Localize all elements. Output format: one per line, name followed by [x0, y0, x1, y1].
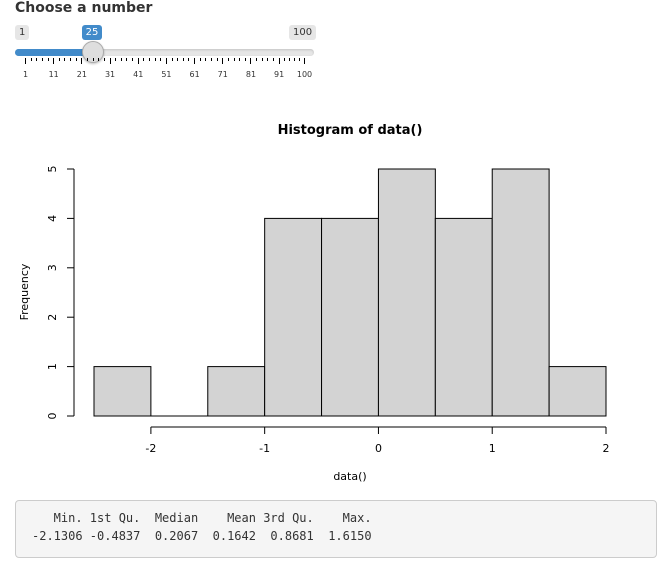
- slider-grid-minor-tick: [273, 58, 274, 61]
- slider-grid-minor-tick: [149, 58, 150, 61]
- slider-grid-label: 71: [217, 70, 228, 79]
- slider-grid-label: 21: [76, 70, 87, 79]
- slider-grid-minor-tick: [177, 58, 179, 61]
- histogram-bar: [93, 366, 152, 417]
- slider-grid-label: 11: [48, 70, 59, 79]
- histogram-bar: [434, 217, 493, 417]
- slider-grid-label: 41: [133, 70, 144, 79]
- slider-grid-minor-tick: [103, 58, 105, 61]
- slider-grid-minor-tick: [205, 58, 207, 61]
- slider-grid-minor-tick: [143, 58, 145, 61]
- y-tick-label: 4: [46, 215, 59, 222]
- slider-grid-tick: [194, 58, 196, 64]
- slider-handle[interactable]: [81, 41, 104, 63]
- slider-grid-tick: [25, 58, 26, 64]
- histogram-bar: [321, 217, 379, 417]
- slider-fill: [15, 49, 93, 56]
- summary-values: -2.1306 -0.4837 0.2067 0.1642 0.8681 1.6…: [32, 529, 379, 543]
- x-tick-label: 0: [375, 442, 382, 455]
- slider-grid-minor-tick: [298, 58, 300, 61]
- slider-grid-minor-tick: [41, 58, 43, 61]
- chart-title: Histogram of data(): [278, 123, 423, 138]
- slider-grid-tick: [137, 58, 139, 64]
- slider-grid-minor-tick: [87, 58, 88, 61]
- slider-grid-tick: [165, 58, 167, 64]
- slider-grid-minor-tick: [160, 58, 162, 61]
- slider-grid-minor-tick: [227, 58, 229, 61]
- y-axis-label: Frequency: [18, 263, 31, 320]
- slider-max-badge: 100: [289, 25, 317, 40]
- summary-output: Min. 1st Qu. Median Mean 3rd Qu. Max. -2…: [15, 500, 657, 558]
- slider-value-badge: 25: [81, 25, 103, 40]
- slider-grid-minor-tick: [98, 58, 100, 61]
- slider-grid-minor-tick: [36, 58, 38, 61]
- slider-grid-label: 81: [245, 70, 257, 79]
- x-tick-label: -1: [259, 442, 270, 455]
- slider-track[interactable]: [15, 49, 314, 56]
- slider-grid-minor-tick: [233, 58, 235, 61]
- histogram-chart: Histogram of data() data() Frequency -2 -…: [18, 123, 610, 483]
- x-tick-label: 1: [489, 442, 496, 455]
- x-tick-label: -2: [145, 442, 156, 455]
- slider-grid-tick: [109, 58, 111, 64]
- slider-grid-minor-tick: [256, 58, 258, 61]
- slider-grid-tick: [222, 58, 224, 64]
- slider-grid-label: 61: [189, 70, 200, 79]
- histogram-bar: [264, 217, 323, 417]
- summary-header: Min. 1st Qu. Median Mean 3rd Qu. Max.: [32, 511, 379, 525]
- slider-grid-minor-tick: [92, 58, 94, 61]
- slider-grid-minor-tick: [199, 58, 201, 61]
- slider-grid-minor-tick: [58, 58, 60, 61]
- slider-grid-minor-tick: [211, 58, 212, 61]
- slider-label: Choose a number: [15, 0, 153, 16]
- slider-grid-label: 100: [296, 70, 313, 79]
- slider-grid-minor-tick: [288, 58, 290, 61]
- slider-grid-minor-tick: [267, 58, 269, 61]
- slider-grid-minor-tick: [120, 58, 122, 61]
- slider-grid-minor-tick: [115, 58, 117, 61]
- slider-grid-minor-tick: [70, 58, 72, 61]
- slider-grid-tick: [278, 58, 280, 64]
- slider-grid-minor-tick: [30, 58, 32, 61]
- x-axis-label: data(): [333, 470, 366, 483]
- slider-grid-minor-tick: [293, 58, 295, 61]
- slider-grid-minor-tick: [239, 58, 241, 61]
- slider-grid-minor-tick: [261, 58, 263, 61]
- slider-grid-minor-tick: [132, 58, 134, 61]
- slider-grid-tick: [53, 58, 55, 64]
- slider-grid-minor-tick: [182, 58, 184, 61]
- slider-grid-minor-tick: [64, 58, 66, 61]
- slider-grid-tick: [250, 58, 252, 64]
- slider-grid-label: 31: [104, 70, 116, 79]
- y-tick-label: 0: [46, 413, 59, 420]
- histogram-bar: [207, 366, 266, 417]
- y-tick-label: 3: [46, 264, 59, 271]
- histogram-bar: [491, 168, 550, 417]
- slider-grid-minor-tick: [283, 58, 285, 61]
- slider-grid-minor-tick: [171, 58, 173, 61]
- slider-grid-minor-tick: [154, 58, 156, 61]
- slider-grid: 1 11 21 31 41 51 61 71 81 91 100: [0, 58, 340, 82]
- y-tick-label: 2: [46, 314, 59, 321]
- histogram-bar: [377, 168, 436, 417]
- y-tick-label: 5: [46, 166, 59, 173]
- slider-grid-label: 1: [22, 70, 29, 79]
- y-tick-label: 1: [46, 363, 59, 370]
- slider-grid-minor-tick: [126, 58, 128, 61]
- slider-grid-minor-tick: [244, 58, 246, 61]
- x-tick-label: 2: [603, 442, 610, 455]
- slider-grid-label: 51: [161, 70, 172, 79]
- slider-grid-minor-tick: [216, 58, 218, 61]
- histogram-bar: [548, 366, 607, 417]
- slider-min-badge: 1: [15, 25, 30, 40]
- slider-grid-minor-tick: [75, 58, 77, 61]
- slider-grid-minor-tick: [188, 58, 190, 61]
- slider-grid-label: 91: [274, 70, 285, 79]
- slider-grid-tick: [81, 58, 83, 64]
- slider-grid-tick: [304, 58, 305, 64]
- slider-grid-minor-tick: [47, 58, 49, 61]
